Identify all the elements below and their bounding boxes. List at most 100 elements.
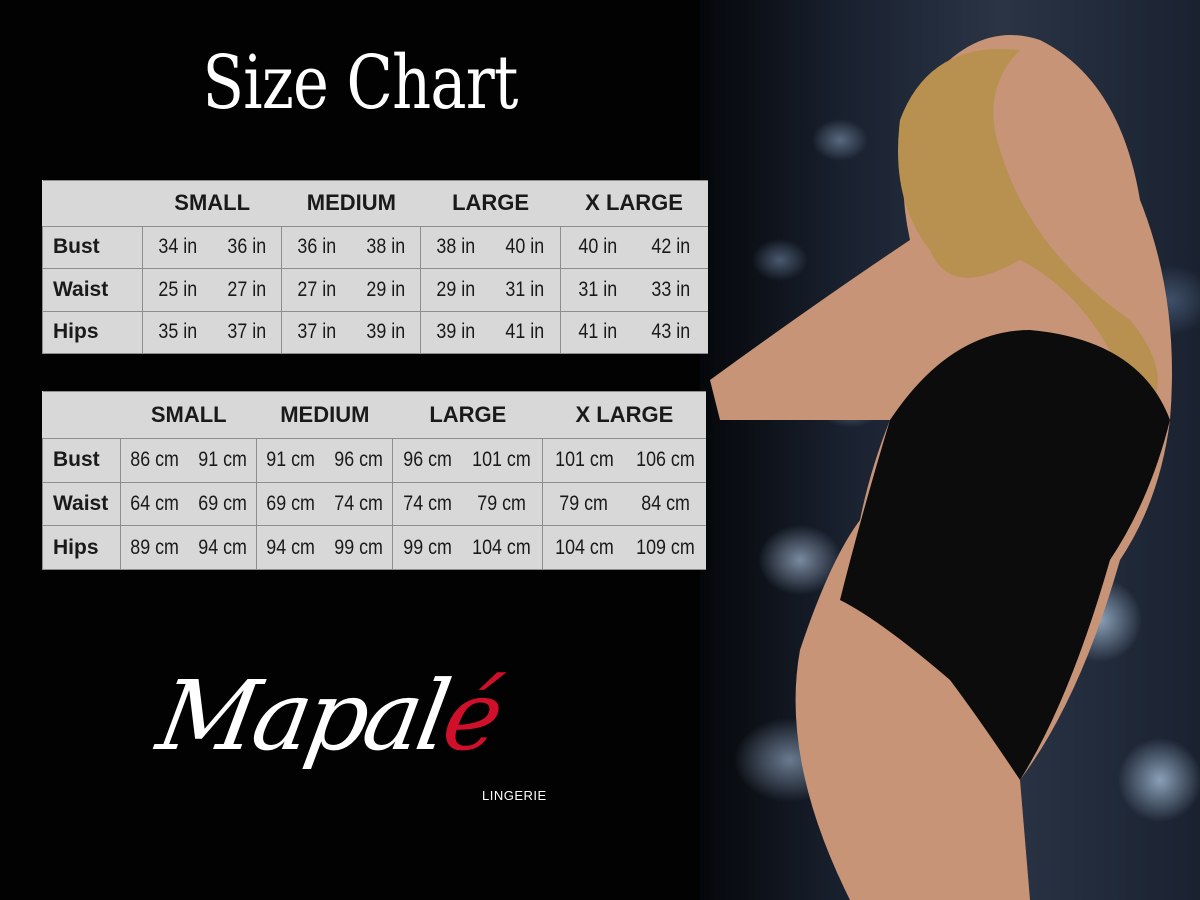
measurement-cell: 38 in (351, 225, 421, 270)
measurement-cell: 36 in (281, 225, 352, 270)
brand-logo: Mapalé LINGERIE (150, 660, 580, 810)
measurement-value: 89 cm (130, 535, 180, 559)
measurement-cell: 29 in (420, 268, 491, 312)
measurement-cell: 99 cm (392, 525, 461, 570)
measurement-cell: 109 cm (624, 525, 706, 570)
measurement-value: 36 in (297, 235, 337, 259)
measurement-value: 91 cm (198, 448, 247, 472)
size-header: LARGE (420, 180, 561, 227)
measurement-value: 96 cm (402, 448, 452, 472)
measurement-cell: 74 cm (392, 481, 461, 527)
measurement-value: 109 cm (636, 535, 695, 559)
logo-subtitle: LINGERIE (482, 788, 547, 803)
measurement-cell: 104 cm (460, 525, 543, 570)
measurement-value: 38 in (366, 235, 406, 259)
measurement-cell: 27 in (281, 268, 352, 312)
measurement-label: Hips (41, 310, 144, 355)
measurement-cell: 101 cm (542, 438, 625, 483)
measurement-value: 29 in (366, 277, 406, 301)
measurement-value: 41 in (578, 320, 617, 344)
measurement-value: 64 cm (130, 492, 180, 516)
measurement-label: Hips (41, 525, 122, 570)
measurement-value: 33 in (651, 277, 691, 301)
measurement-cell: 39 in (420, 310, 491, 355)
header-row: SMALL MEDIUM LARGE X LARGE (42, 390, 706, 440)
measurement-cell: 41 in (559, 310, 635, 355)
measurement-cell: 35 in (142, 310, 213, 355)
measurement-value: 104 cm (554, 535, 614, 559)
measurement-cell: 99 cm (324, 525, 393, 570)
measurement-cell: 29 in (351, 268, 421, 312)
measurement-value: 40 in (578, 235, 617, 259)
size-header: X LARGE (560, 180, 708, 227)
measurement-value: 94 cm (266, 535, 316, 559)
measurement-cell: 40 in (490, 225, 561, 270)
measurement-cell: 40 in (559, 225, 635, 270)
measurement-cell: 37 in (281, 310, 352, 355)
corner-cell (42, 390, 121, 440)
measurement-value: 74 cm (402, 492, 452, 516)
measurement-value: 37 in (227, 320, 267, 344)
measurement-cell: 84 cm (624, 481, 706, 527)
measurement-value: 86 cm (130, 448, 180, 472)
measurement-value: 69 cm (198, 492, 247, 516)
measurement-cell: 41 in (490, 310, 561, 355)
measurement-cell: 79 cm (542, 481, 625, 527)
measurement-cell: 74 cm (324, 481, 393, 527)
model-silhouette (710, 35, 1172, 900)
measurement-value: 74 cm (334, 492, 383, 516)
measurement-value: 34 in (158, 235, 197, 259)
measurement-cell: 91 cm (188, 438, 257, 483)
table-row: Bust 34 in 36 in 36 in 38 in 38 in 40 in 40 in 4… (41, 225, 708, 270)
measurement-value: 106 cm (636, 448, 695, 472)
page-title: Size Chart (202, 40, 518, 126)
measurement-value: 25 in (158, 277, 197, 301)
measurement-label: Waist (41, 268, 144, 312)
measurement-value: 27 in (227, 277, 267, 301)
measurement-cell: 36 in (212, 225, 282, 270)
measurement-cell: 104 cm (542, 525, 625, 570)
measurement-cell: 86 cm (120, 438, 189, 483)
measurement-value: 36 in (227, 235, 267, 259)
measurement-cell: 64 cm (120, 481, 189, 527)
logo-wordmark: Mapalé (150, 660, 507, 772)
measurement-cell: 94 cm (188, 525, 257, 570)
measurement-label: Bust (41, 225, 144, 270)
measurement-cell: 42 in (634, 225, 708, 270)
measurement-cell: 79 cm (460, 481, 543, 527)
measurement-value: 40 in (505, 235, 545, 259)
logo-main-text: Mapal (150, 660, 455, 772)
measurement-value: 31 in (505, 277, 545, 301)
table-row: Waist 25 in 27 in 27 in 29 in 29 in 31 in 31 in… (41, 268, 708, 312)
size-header: SMALL (120, 390, 257, 440)
measurement-cell: 27 in (212, 268, 282, 312)
measurement-value: 35 in (158, 320, 197, 344)
size-header: LARGE (392, 390, 543, 440)
measurement-value: 101 cm (554, 448, 614, 472)
measurement-value: 27 in (297, 277, 337, 301)
measurement-value: 41 in (505, 320, 545, 344)
measurement-value: 96 cm (334, 448, 383, 472)
measurement-value: 99 cm (334, 535, 383, 559)
measurement-cell: 31 in (559, 268, 635, 312)
measurement-cell: 101 cm (460, 438, 543, 483)
header-row: SMALL MEDIUM LARGE X LARGE (42, 180, 708, 227)
measurement-value: 37 in (297, 320, 337, 344)
measurement-value: 42 in (651, 235, 691, 259)
measurement-cell: 94 cm (256, 525, 325, 570)
measurement-value: 101 cm (472, 448, 531, 472)
model-photo (700, 0, 1200, 900)
measurement-value: 31 in (578, 277, 617, 301)
measurement-cell: 34 in (142, 225, 213, 270)
measurement-label: Bust (41, 438, 122, 483)
measurement-value: 29 in (436, 277, 476, 301)
measurement-value: 69 cm (266, 492, 316, 516)
size-table-inches: SMALL MEDIUM LARGE X LARGE Bust 34 in 36 in 36 … (41, 180, 708, 355)
measurement-cell: 69 cm (256, 481, 325, 527)
measurement-cell: 91 cm (256, 438, 325, 483)
measurement-cell: 69 cm (188, 481, 257, 527)
size-header: SMALL (142, 180, 282, 227)
measurement-cell: 33 in (634, 268, 708, 312)
size-header: MEDIUM (281, 180, 421, 227)
measurement-cell: 37 in (212, 310, 282, 355)
